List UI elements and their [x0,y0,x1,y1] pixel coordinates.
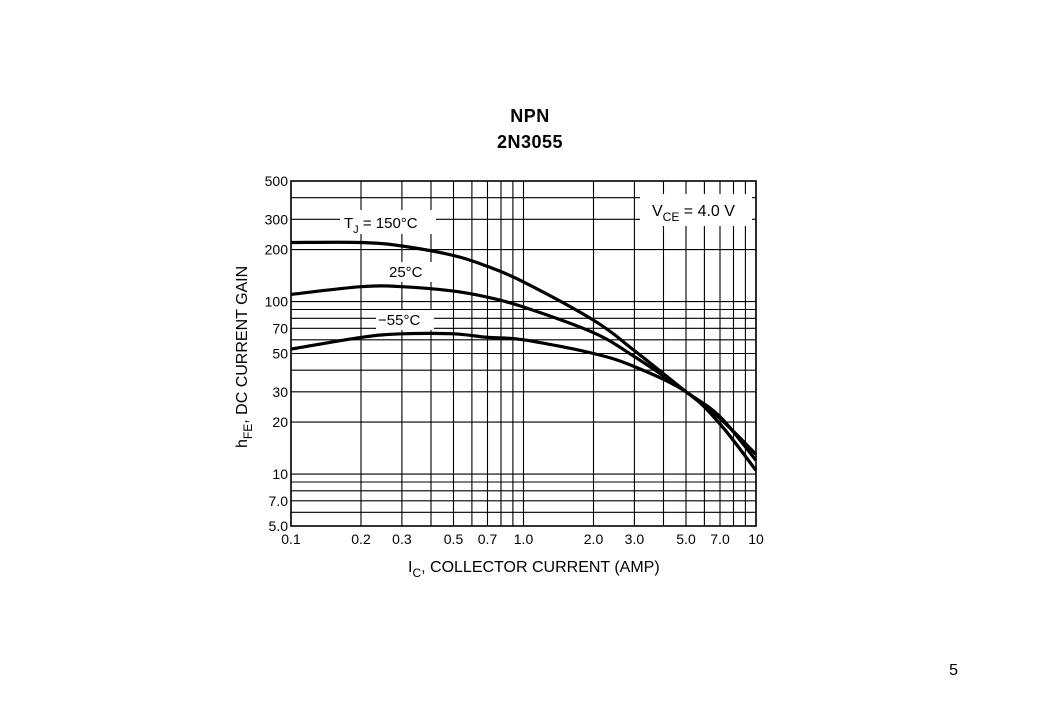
x-tick-label: 0.3 [392,531,412,547]
x-tick-label: 2.0 [584,531,604,547]
x-tick-label: 0.1 [281,531,301,547]
x-tick-label: 0.7 [478,531,498,547]
series-label-150: TJ = 150°C [344,215,418,236]
x-tick-label: 7.0 [710,531,730,547]
series-line-minus55c [290,331,758,472]
y-tick-label: 20 [272,414,288,430]
y-tick-label: 500 [265,173,289,189]
chart-title: NPN [510,106,550,126]
y-tick-label: 50 [272,346,288,362]
x-tick-label: 5.0 [676,531,696,547]
series-label-25: 25°C [389,264,423,281]
x-tick-label: 3.0 [625,531,645,547]
chart-subtitle: 2N3055 [496,132,564,152]
y-tick-label: 300 [265,211,289,227]
vce-label-background [640,194,752,226]
y-axis-title: hFE, DC CURRENT GAIN [234,266,255,448]
x-tick-label: 0.5 [444,531,464,547]
y-tick-label: 100 [265,294,289,310]
plot-frame [290,180,757,527]
series-label-25-background [386,262,434,282]
series-label-m55: −55°C [378,312,420,329]
y-tick-label: 200 [265,242,289,258]
x-tick-label: 0.2 [351,531,371,547]
x-tick-label: 10 [748,531,764,547]
series-label-150-background [340,210,436,234]
x-tick-label: 1.0 [514,531,534,547]
x-axis-title: IC, COLLECTOR CURRENT (AMP) [408,559,660,580]
tick-labels: 0.1 0.2 0.3 0.5 0.7 1.0 2.0 3.0 5.0 7.0 10 500 300 20… [265,173,764,547]
y-tick-label: 70 [272,320,288,336]
y-tick-label: 7.0 [269,493,289,509]
y-tick-label: 5.0 [269,518,289,534]
y-tick-label: 10 [272,466,288,482]
y-tick-label: 30 [272,384,288,400]
curves [290,240,758,472]
series-label-m55-background [376,310,434,330]
page-number: 5 [949,662,958,679]
vce-label: VCE = 4.0 V [652,203,735,224]
